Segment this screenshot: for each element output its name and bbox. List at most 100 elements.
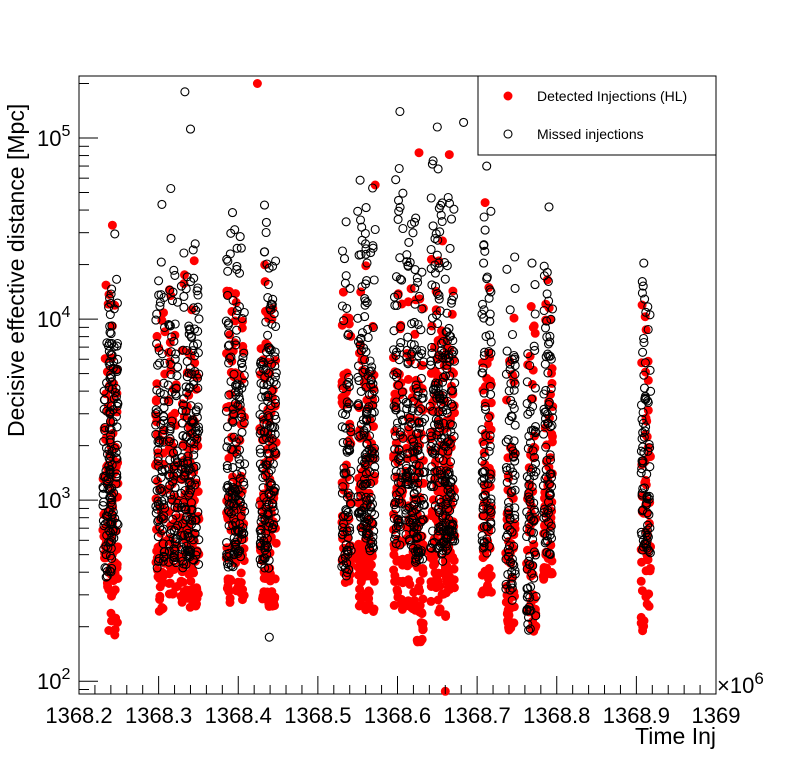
missed-point: [222, 463, 232, 473]
x-tick-label: 1369: [692, 703, 741, 728]
missed-point: [642, 530, 652, 540]
missed-point: [543, 368, 553, 378]
missed-point: [510, 514, 520, 524]
missed-point: [445, 357, 455, 367]
missed-point: [545, 455, 556, 465]
missed-point: [417, 417, 427, 427]
missed-point: [480, 401, 490, 412]
detected-point: [547, 569, 557, 579]
missed-point: [231, 310, 241, 320]
missed-point: [240, 459, 250, 469]
missed-point: [267, 434, 277, 444]
missed-point: [447, 345, 457, 355]
missed-point: [226, 228, 236, 238]
missed-point: [644, 510, 654, 520]
missed-point: [479, 313, 489, 323]
missed-point: [477, 531, 487, 541]
missed-point: [222, 461, 232, 471]
missed-point: [338, 527, 348, 537]
missed-point: [541, 512, 551, 522]
detected-point: [435, 604, 445, 614]
detected-point: [154, 606, 164, 616]
missed-point: [234, 527, 244, 537]
missed-point: [639, 333, 649, 344]
missed-point: [442, 427, 452, 437]
missed-point: [173, 362, 183, 372]
detected-point: [644, 589, 654, 599]
missed-point: [522, 584, 532, 594]
detected-point: [113, 574, 123, 583]
missed-point: [107, 563, 117, 573]
missed-point: [155, 301, 165, 311]
missed-point: [485, 285, 495, 295]
missed-point: [176, 474, 186, 484]
missed-point: [444, 198, 455, 208]
detected-point: [509, 313, 519, 323]
y-axis-label: Decisive effective distance [Mpc]: [3, 104, 29, 437]
missed-point: [432, 354, 442, 364]
missed-point: [644, 494, 654, 504]
missed-point: [235, 552, 246, 562]
missed-point: [341, 410, 351, 420]
missed-point: [524, 492, 534, 502]
missed-point: [509, 385, 519, 395]
missed-point: [237, 427, 247, 437]
missed-point: [362, 258, 372, 268]
missed-point: [525, 497, 535, 507]
missed-point: [434, 522, 444, 533]
missed-point: [192, 286, 202, 296]
missed-point: [188, 555, 198, 565]
missed-point: [486, 525, 496, 535]
missed-point: [176, 502, 186, 512]
missed-point: [354, 508, 364, 518]
missed-point: [419, 467, 429, 477]
missed-point: [265, 478, 275, 488]
missed-point: [486, 206, 496, 216]
missed-point: [431, 229, 441, 239]
missed-point: [222, 483, 232, 493]
missed-point: [415, 451, 425, 461]
missed-point: [433, 164, 443, 174]
missed-point: [224, 507, 234, 517]
missed-point: [485, 381, 495, 391]
missed-point: [525, 551, 535, 561]
missed-point: [166, 369, 176, 380]
missed-point: [235, 232, 245, 242]
missed-point: [546, 314, 556, 324]
missed-point: [524, 602, 534, 612]
missed-point: [636, 468, 646, 478]
missed-point: [255, 448, 266, 458]
missed-point: [101, 572, 111, 582]
missed-point: [502, 465, 512, 475]
missed-point: [443, 436, 454, 447]
missed-point: [186, 417, 197, 427]
detected-point: [104, 626, 114, 635]
missed-point: [402, 404, 412, 414]
missed-point: [191, 461, 201, 471]
missed-point: [266, 490, 276, 500]
missed-point: [99, 386, 109, 396]
detected-point: [418, 594, 428, 604]
missed-point: [106, 289, 116, 299]
missed-point: [236, 243, 246, 253]
missed-point: [402, 352, 412, 362]
missed-point: [523, 619, 533, 629]
missed-point: [231, 544, 241, 554]
missed-point: [237, 383, 247, 393]
missed-point: [391, 350, 401, 360]
missed-point: [368, 243, 378, 253]
missed-point: [110, 229, 120, 239]
missed-point: [438, 407, 448, 417]
missed-point: [342, 545, 352, 555]
detected-point: [223, 577, 233, 586]
missed-point: [426, 431, 436, 441]
missed-point: [411, 460, 421, 470]
missed-point: [437, 216, 447, 227]
missed-point: [165, 490, 176, 500]
missed-point: [170, 270, 180, 280]
missed-point: [190, 239, 200, 249]
missed-point: [224, 340, 234, 350]
missed-point: [168, 448, 179, 458]
missed-point: [416, 517, 426, 527]
